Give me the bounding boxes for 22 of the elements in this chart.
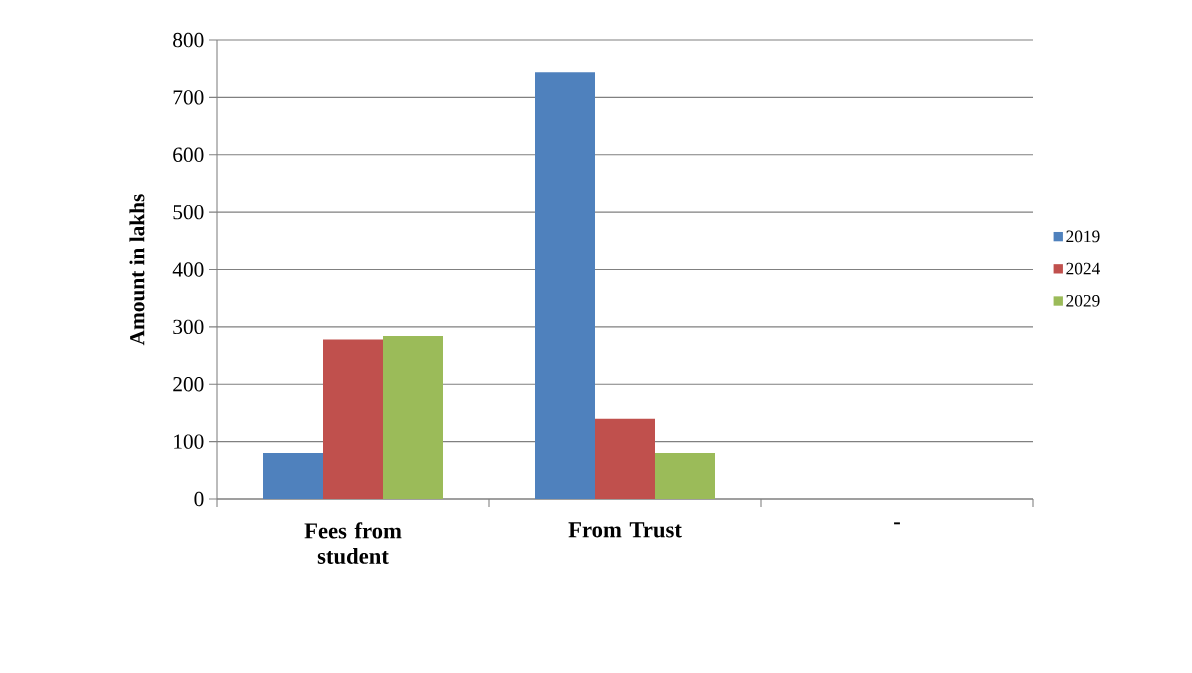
legend-label: 2029: [1066, 294, 1100, 307]
y-tick-label: 300: [173, 319, 204, 335]
bar: [263, 453, 324, 499]
y-tick-label: 200: [173, 377, 204, 392]
legend-label: 2024: [1066, 262, 1100, 275]
legend-label: 2019: [1066, 230, 1100, 243]
y-tick-label: 100: [174, 434, 204, 449]
x-tick-label: Fees from student: [304, 522, 402, 564]
bar: [535, 72, 595, 499]
y-tick-label: 500: [173, 204, 204, 220]
y-axis-title: Amount in lakhs: [129, 194, 145, 346]
y-tick-label: 800: [173, 32, 204, 48]
bar: [383, 336, 444, 499]
x-tick-label: From Trust: [568, 522, 682, 538]
x-tick-label: -: [894, 522, 900, 525]
bar: [655, 453, 715, 499]
y-tick-label: 400: [172, 262, 204, 277]
bar: [595, 418, 655, 499]
y-tick-label: 700: [173, 90, 204, 105]
bar: [323, 339, 384, 499]
y-tick-label: 0: [194, 491, 204, 507]
y-tick-label: 600: [173, 147, 204, 162]
